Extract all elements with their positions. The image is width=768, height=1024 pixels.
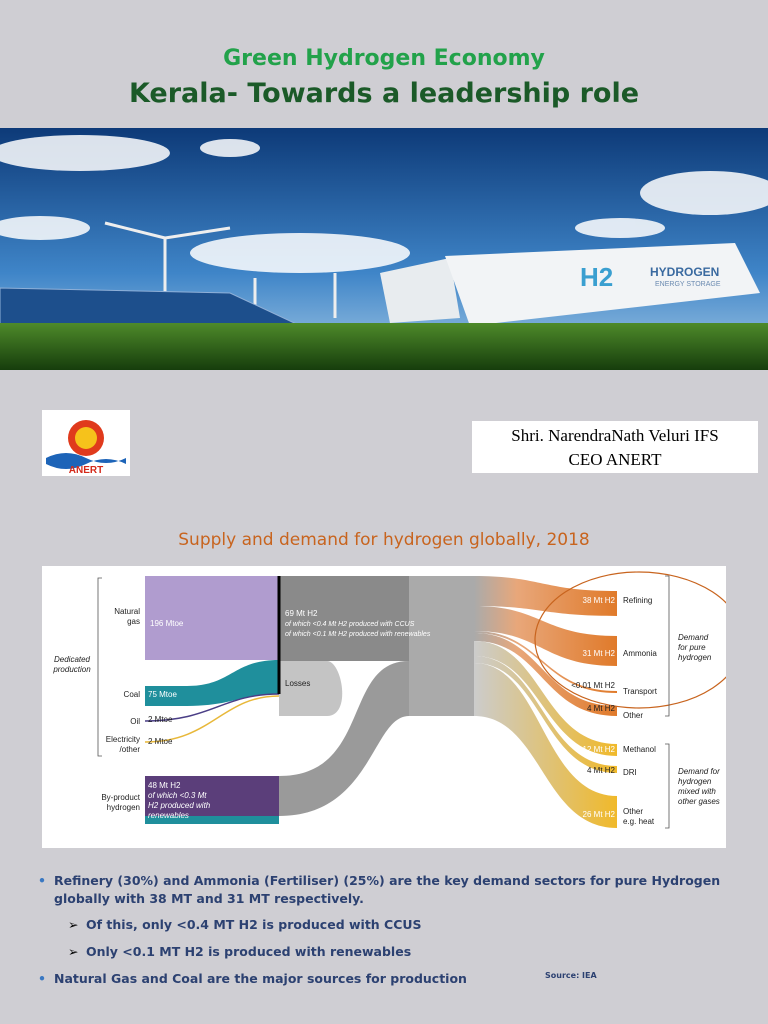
demand-value: 12 Mt H2	[583, 745, 616, 754]
demand-value: 31 Mt H2	[583, 649, 616, 658]
hub-note: of which <0.1 Mt H2 produced with renewa…	[285, 631, 431, 638]
group-label: hydrogen	[678, 653, 712, 662]
demand-value: <0.01 Mt H2	[571, 681, 615, 690]
logo-text: ANERT	[69, 465, 103, 476]
source-label: gas	[127, 617, 140, 626]
hero-label: HYDROGEN	[650, 265, 719, 279]
hero-badge: H2	[580, 262, 613, 292]
logo: ANERT	[42, 410, 130, 476]
demand-label: e.g. heat	[623, 817, 655, 826]
demand-label: Methanol	[623, 745, 656, 754]
demand-label: DRI	[623, 768, 637, 777]
demand-label: Other	[623, 807, 643, 816]
demand-label: Other	[623, 711, 643, 720]
source-note: renewables	[148, 811, 189, 820]
source-label: By-product	[101, 793, 140, 802]
bullet: Natural Gas and Coal are the major sourc…	[38, 970, 753, 988]
presenter-box: Shri. NarendraNath Veluri IFS CEO ANERT	[472, 421, 758, 473]
losses-label: Losses	[285, 679, 310, 688]
source-label: Natural	[114, 607, 140, 616]
title: Kerala- Towards a leadership role	[128, 78, 640, 109]
demand-label: Refining	[623, 596, 652, 605]
diagram-title: Supply and demand for hydrogen globally,…	[178, 530, 590, 550]
source-note: H2 produced with	[148, 801, 211, 810]
hub-note: of which <0.4 Mt H2 produced with CCUS	[285, 621, 415, 628]
demand-value: 26 Mt H2	[583, 810, 616, 819]
source-value: 2 Mtoe	[148, 737, 173, 746]
subtitle: Green Hydrogen Economy	[223, 46, 545, 71]
group-label: for pure	[678, 643, 706, 652]
group-label: mixed with	[678, 787, 716, 796]
sub-bullet: Of this, only <0.4 MT H2 is produced wit…	[38, 916, 753, 934]
source-label: hydrogen	[107, 803, 140, 812]
bullet: Refinery (30%) and Ammonia (Fertiliser) …	[38, 872, 753, 908]
source-label: Electricity	[106, 735, 140, 744]
demand-value: 38 Mt H2	[583, 596, 616, 605]
demand-label: Transport	[623, 687, 658, 696]
hero-image: HYDROGEN ENERGY STORAGE H2	[0, 128, 768, 370]
bullets: Refinery (30%) and Ammonia (Fertiliser) …	[38, 872, 753, 996]
group-label: Demand for	[678, 767, 720, 776]
presenter-role: CEO ANERT	[568, 450, 662, 469]
group-label: Dedicated	[54, 655, 91, 664]
group-label: hydrogen	[678, 777, 712, 786]
hub-value: 69 Mt H2	[285, 609, 318, 618]
source-note: of which <0.3 Mt	[148, 791, 207, 800]
source: Source: IEA	[545, 971, 597, 980]
group-label: Demand	[678, 633, 709, 642]
source-value: 48 Mt H2	[148, 781, 181, 790]
source-label: Oil	[130, 717, 140, 726]
demand-label: Ammonia	[623, 649, 657, 658]
presenter-name: Shri. NarendraNath Veluri IFS	[511, 426, 719, 445]
source-value: 196 Mtoe	[150, 619, 184, 628]
demand-value: 4 Mt H2	[587, 704, 616, 713]
group-label: production	[52, 665, 91, 674]
sub-bullet: Only <0.1 MT H2 is produced with renewab…	[38, 943, 753, 961]
demand-value: 4 Mt H2	[587, 766, 616, 775]
group-label: other gases	[678, 797, 720, 806]
source-value: 75 Mtoe	[148, 690, 177, 699]
hero-sublabel: ENERGY STORAGE	[655, 281, 721, 288]
source-label: /other	[120, 745, 141, 754]
source-label: Coal	[124, 690, 141, 699]
source-value: 2 Mtoe	[148, 715, 173, 724]
